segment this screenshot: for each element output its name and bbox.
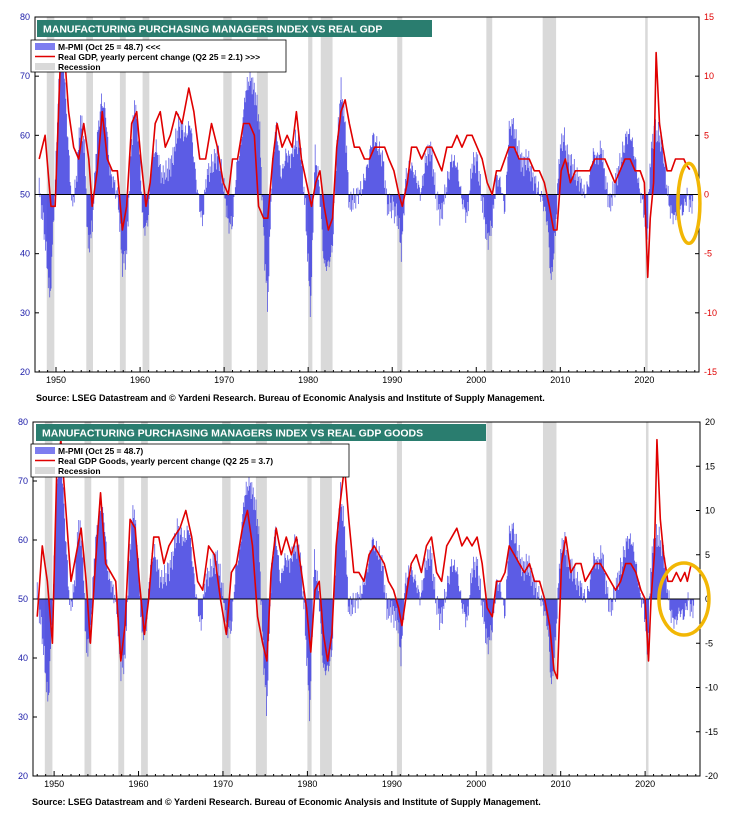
- legend-label-gdp: Real GDP, yearly percent change (Q2 25 =…: [58, 52, 260, 62]
- x-tick-label: 2000: [466, 375, 486, 385]
- pmi-bars: [38, 39, 694, 318]
- x-tick-label: 1970: [214, 375, 234, 385]
- legend-label-recession: Recession: [58, 62, 101, 72]
- legend-label-recession: Recession: [58, 466, 101, 476]
- left-tick-label: 80: [18, 417, 28, 427]
- right-tick-label: 0: [704, 190, 709, 200]
- left-tick-label: 50: [20, 190, 30, 200]
- legend-label-pmi: M-PMI (Oct 25 = 48.7) <<<: [58, 42, 161, 52]
- left-tick-label: 30: [20, 308, 30, 318]
- right-tick-label: 15: [705, 461, 715, 471]
- legend-box: [30, 443, 350, 478]
- x-tick-label: 2010: [550, 375, 570, 385]
- source-note-bottom: Source: LSEG Datastream and © Yardeni Re…: [32, 797, 541, 807]
- x-tick-label: 1960: [130, 375, 150, 385]
- left-tick-label: 70: [20, 71, 30, 81]
- gdp-line: [38, 51, 691, 279]
- left-tick-label: 20: [18, 771, 28, 781]
- x-tick-label: 2020: [634, 375, 654, 385]
- left-tick-label: 50: [18, 594, 28, 604]
- title-box: [37, 20, 432, 37]
- right-tick-label: 5: [704, 130, 709, 140]
- right-tick-label: 10: [704, 71, 714, 81]
- x-tick-label: 1980: [297, 779, 317, 789]
- pmi-bars: [36, 444, 695, 722]
- legend-swatch-pmi: [35, 43, 55, 50]
- right-tick-label: -10: [705, 683, 718, 693]
- right-tick-label: -10: [704, 308, 717, 318]
- highlight-ellipse: [676, 161, 702, 246]
- x-tick-label: 1960: [129, 779, 149, 789]
- x-tick-label: 1980: [298, 375, 318, 385]
- left-tick-label: 70: [18, 476, 28, 486]
- chart-title: MANUFACTURING PURCHASING MANAGERS INDEX …: [43, 24, 382, 36]
- x-tick-label: 1950: [44, 779, 64, 789]
- legend-swatch-recession: [35, 467, 55, 474]
- right-tick-label: 15: [704, 12, 714, 22]
- x-tick-label: 1990: [382, 375, 402, 385]
- left-tick-label: 20: [20, 367, 30, 377]
- title-box: [36, 424, 486, 441]
- left-tick-label: 80: [20, 12, 30, 22]
- chart-title: MANUFACTURING PURCHASING MANAGERS INDEX …: [42, 428, 423, 440]
- legend-swatch-recession: [35, 63, 55, 70]
- x-tick-label: 2000: [466, 779, 486, 789]
- right-tick-label: 20: [705, 417, 715, 427]
- right-tick-label: -5: [705, 638, 713, 648]
- right-tick-label: -15: [705, 727, 718, 737]
- legend-swatch-pmi: [35, 447, 55, 454]
- right-tick-label: -20: [705, 771, 718, 781]
- gdp-line: [36, 438, 692, 680]
- x-tick-label: 1990: [382, 779, 402, 789]
- highlight-ellipse: [657, 561, 711, 637]
- right-tick-label: -15: [704, 367, 717, 377]
- x-tick-label: 1970: [213, 779, 233, 789]
- right-tick-label: 10: [705, 506, 715, 516]
- left-tick-label: 60: [20, 130, 30, 140]
- legend-label-gdp: Real GDP Goods, yearly percent change (Q…: [58, 456, 273, 466]
- source-note-top: Source: LSEG Datastream and © Yardeni Re…: [36, 393, 545, 403]
- right-tick-label: -5: [704, 249, 712, 259]
- left-tick-label: 30: [18, 712, 28, 722]
- x-tick-label: 2010: [551, 779, 571, 789]
- legend-box: [30, 39, 287, 73]
- right-tick-label: 5: [705, 550, 710, 560]
- left-tick-label: 60: [18, 535, 28, 545]
- legend-label-pmi: M-PMI (Oct 25 = 48.7): [58, 446, 143, 456]
- left-tick-label: 40: [20, 249, 30, 259]
- x-tick-label: 2020: [635, 779, 655, 789]
- left-tick-label: 40: [18, 653, 28, 663]
- x-tick-label: 1950: [46, 375, 66, 385]
- chart-panel-1: 20 30 40 50 60 70 80 -15 -10 -5 0 5 10 15 1950 1960 1970…: [20, 12, 717, 385]
